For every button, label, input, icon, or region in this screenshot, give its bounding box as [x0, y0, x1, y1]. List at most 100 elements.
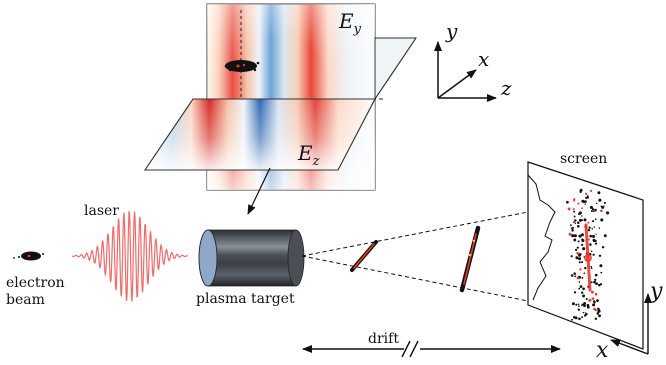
plasma-target-label: plasma target — [196, 291, 295, 307]
screen-hit-dot — [589, 205, 593, 209]
screen-hit-dot — [597, 309, 601, 313]
screen-hit-dot — [576, 276, 580, 280]
screen-hit-dot — [586, 305, 590, 309]
detector-screen — [527, 161, 644, 350]
screen-hit-dot — [573, 272, 576, 275]
screen-hit-dot — [596, 312, 600, 315]
screen-hit-dot — [578, 317, 581, 321]
laser-pulse — [71, 211, 188, 302]
screen-hit-dot — [606, 211, 610, 215]
screen-hit-dot — [583, 304, 586, 308]
screen-hit-dot — [578, 257, 582, 261]
beam-divergence-cone — [301, 211, 529, 302]
screen-hit-dot — [599, 264, 603, 268]
screen-hit-dot — [603, 234, 607, 238]
screen-hit-dot — [573, 291, 577, 294]
screen-hit-dot — [581, 215, 583, 217]
plasma-target — [198, 229, 305, 287]
screen-hit-dot — [594, 273, 598, 277]
screen-hit-dot — [584, 200, 587, 203]
screen-hit-dot — [576, 224, 580, 228]
screen-hit-dot — [588, 226, 591, 229]
screen-hit-dot — [573, 221, 575, 224]
screen-hit-dot — [571, 234, 575, 238]
screen-hit-dot — [585, 192, 588, 195]
screen-hit-dot — [591, 290, 594, 294]
screen-hit-dot — [582, 311, 585, 314]
screen-hit-dot — [574, 248, 578, 252]
axis-triad — [434, 41, 497, 102]
screen-hit-dot — [582, 294, 586, 298]
screen-hit-dot — [600, 218, 604, 222]
screen-hit-dot — [578, 212, 581, 216]
screen-hit-dot — [592, 238, 596, 242]
screen-hit-dot — [573, 198, 576, 201]
screen-hit-dot — [590, 281, 593, 284]
screen-hit-dot — [581, 199, 585, 203]
screen-hit-dot — [580, 234, 583, 237]
screen-hit-dot — [598, 254, 602, 258]
screen-hit-dot — [578, 287, 581, 290]
screen-hit-dot — [587, 228, 591, 232]
screen-hit-dot — [581, 261, 584, 264]
screen-hit-dot — [586, 195, 589, 197]
screen-hit-dot — [583, 218, 587, 222]
electron-label-line1: electron — [6, 275, 65, 291]
screen-hit-dot — [573, 219, 576, 221]
screen-hit-dot — [582, 247, 586, 251]
pointer-arrow — [247, 167, 271, 215]
screen-hit-dot — [582, 287, 585, 291]
incoming-electron-beam — [13, 251, 44, 261]
screen-hit-dot — [591, 297, 595, 300]
screen-hit-dot — [575, 256, 579, 260]
drift-arrow — [302, 340, 561, 358]
ez-label: Ez — [297, 141, 320, 169]
screen-hit-dot — [601, 205, 605, 209]
ey-label: Ey — [338, 9, 362, 37]
screen-hit-dot — [594, 317, 598, 321]
screen-hit-dot — [580, 291, 584, 294]
laser-label: laser — [84, 203, 119, 219]
screen-label: screen — [560, 151, 607, 167]
screen-hit-dot — [590, 250, 593, 253]
screen-hit-dot — [591, 227, 594, 230]
screen-hit-dot — [589, 243, 592, 246]
screen-x-label: x — [596, 338, 609, 363]
axis-z-label: z — [500, 76, 512, 100]
screen-hit-dot — [590, 189, 593, 192]
screen-hit-dot — [571, 302, 575, 306]
screen-hit-dot — [595, 233, 597, 236]
screen-hit-dot — [600, 205, 603, 207]
screen-hit-dot — [591, 208, 595, 211]
screen-hit-dot — [571, 229, 574, 232]
screen-hit-dot — [577, 221, 580, 224]
screen-hit-dot — [581, 276, 584, 279]
screen-hit-dot — [590, 210, 593, 212]
screen-hit-dot — [585, 298, 588, 300]
screen-hit-dot — [579, 188, 583, 192]
screen-hit-dot — [578, 253, 582, 257]
electron-label-line2: beam — [6, 292, 45, 308]
screen-hit-dot — [579, 285, 583, 288]
screen-hit-dot — [573, 210, 576, 213]
screen-hit-dot — [583, 272, 586, 274]
screen-hit-dot — [598, 227, 601, 229]
screen-y-label: y — [649, 279, 663, 304]
screen-hit-dot — [584, 312, 587, 314]
screen-hit-dot — [577, 240, 580, 243]
drift-bunch-2 — [459, 225, 481, 293]
screen-hit-dot — [589, 234, 593, 238]
screen-hit-dot — [595, 202, 598, 205]
screen-hit-dot — [599, 314, 602, 317]
screen-hit-dot — [570, 255, 573, 258]
screen-hit-dot — [600, 271, 603, 274]
screen-hit-dot — [599, 283, 603, 286]
screen-hit-dot — [578, 218, 583, 222]
axis-x-label: x — [478, 47, 489, 71]
screen-hit-dot — [584, 314, 587, 317]
screen-hit-dot — [590, 265, 592, 268]
screen-hit-dot — [594, 242, 598, 245]
screen-hit-dot — [578, 305, 580, 308]
screen-hit-dot — [569, 224, 572, 227]
screen-hit-dot — [594, 278, 597, 281]
